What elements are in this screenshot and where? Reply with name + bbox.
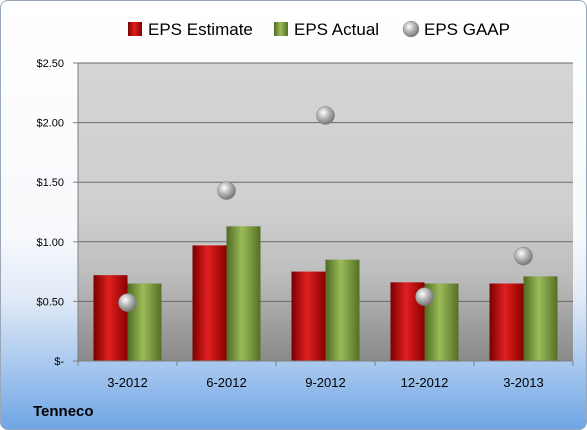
legend-eps-gaap: EPS GAAP [402, 20, 510, 39]
x-tick-label: 3-2013 [503, 375, 543, 390]
bar-eps-actual [226, 226, 261, 361]
marker-eps-gaap [415, 287, 434, 306]
y-tick-label: $2.50 [36, 58, 64, 70]
x-tick-label: 12-2012 [401, 375, 449, 390]
company-name: Tenneco [33, 403, 94, 420]
bar-eps-estimate [192, 245, 227, 361]
marker-eps-gaap [316, 106, 335, 125]
bar-eps-estimate [489, 283, 524, 361]
bar-eps-actual [325, 259, 360, 361]
y-tick-label: $0.50 [36, 296, 64, 308]
legend-label: EPS GAAP [424, 20, 510, 39]
axes: $- $0.50 $1.00 $1.50 $2.00 $2.50 3-2012 6-2012 9… [36, 58, 574, 390]
x-tick-label: 9-2012 [305, 375, 345, 390]
x-tick-label: 6-2012 [206, 375, 246, 390]
marker-eps-gaap [514, 246, 533, 266]
y-tick-label: $- [54, 356, 64, 368]
x-tick-label: 3-2012 [107, 375, 147, 390]
y-tick-label: $1.00 [36, 237, 64, 249]
bar-eps-estimate [93, 275, 128, 361]
legend-eps-actual: EPS Actual [274, 20, 379, 39]
gaap-markers [118, 106, 533, 312]
marker-eps-gaap [118, 293, 137, 312]
bar-eps-actual [523, 276, 558, 361]
legend-label: EPS Actual [294, 20, 379, 39]
legend-swatch-estimate [128, 22, 142, 36]
legend-eps-estimate: EPS Estimate [128, 20, 253, 39]
legend: EPS Estimate EPS Actual EPS GAAP [128, 20, 510, 39]
legend-label: EPS Estimate [148, 20, 253, 39]
marker-eps-gaap [217, 181, 236, 200]
legend-swatch-actual [274, 22, 288, 36]
y-tick-label: $1.50 [36, 177, 64, 189]
legend-swatch-gaap [402, 20, 420, 38]
bar-eps-estimate [291, 271, 326, 361]
y-tick-label: $2.00 [36, 118, 64, 130]
